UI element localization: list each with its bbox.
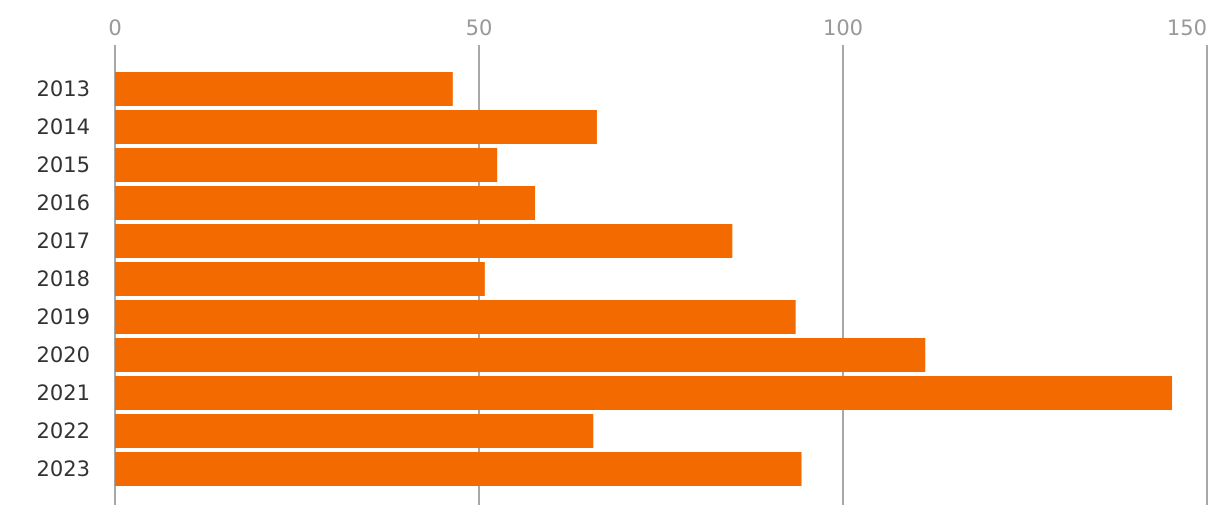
category-label-2018: 2018 <box>37 267 90 291</box>
bar-2018 <box>115 262 485 296</box>
bar-2014 <box>115 110 597 144</box>
bar-2023 <box>115 452 802 486</box>
bar-2017 <box>115 224 733 258</box>
x-tick-label-0: 0 <box>108 16 121 40</box>
y-axis-category-labels: 2013 2014 2015 2016 2017 2018 2019 2020 2021 2022… <box>37 77 90 481</box>
category-label-2020: 2020 <box>37 343 90 367</box>
category-label-2013: 2013 <box>37 77 90 101</box>
bar-2021 <box>115 376 1173 410</box>
category-label-2019: 2019 <box>37 305 90 329</box>
bar-2022 <box>115 414 594 448</box>
category-label-2016: 2016 <box>37 191 90 215</box>
bar-2015 <box>115 148 498 182</box>
bar-2020 <box>115 338 926 372</box>
bar-2016 <box>115 186 536 220</box>
x-tick-label-100: 100 <box>823 16 863 40</box>
category-label-2014: 2014 <box>37 115 90 139</box>
x-tick-label-150: 150 <box>1167 16 1207 40</box>
x-axis-tick-labels: 0 50 100 150 <box>108 16 1207 40</box>
bars <box>115 72 1173 486</box>
category-label-2023: 2023 <box>37 457 90 481</box>
category-label-2022: 2022 <box>37 419 90 443</box>
category-label-2021: 2021 <box>37 381 90 405</box>
category-label-2017: 2017 <box>37 229 90 253</box>
category-label-2015: 2015 <box>37 153 90 177</box>
x-tick-label-50: 50 <box>466 16 493 40</box>
bar-2019 <box>115 300 796 334</box>
bar-2013 <box>115 72 453 106</box>
